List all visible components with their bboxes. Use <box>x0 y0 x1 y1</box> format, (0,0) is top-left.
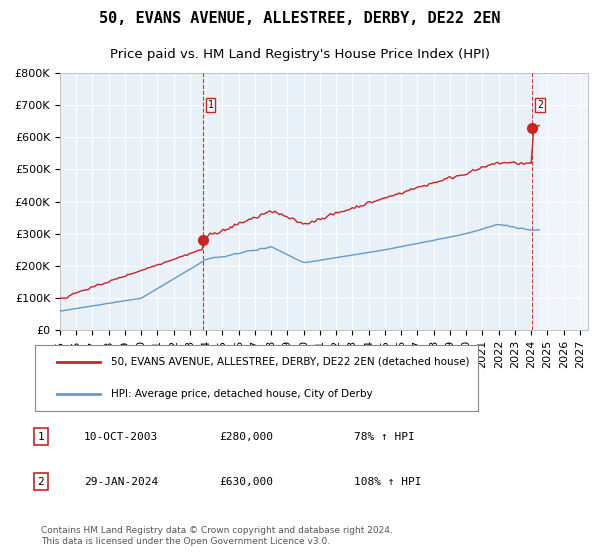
Text: £280,000: £280,000 <box>219 432 273 442</box>
Text: Price paid vs. HM Land Registry's House Price Index (HPI): Price paid vs. HM Land Registry's House … <box>110 48 490 61</box>
Text: 10-OCT-2003: 10-OCT-2003 <box>84 432 158 442</box>
Text: 108% ↑ HPI: 108% ↑ HPI <box>354 477 421 487</box>
Bar <box>539 73 588 330</box>
Text: 50, EVANS AVENUE, ALLESTREE, DERBY, DE22 2EN (detached house): 50, EVANS AVENUE, ALLESTREE, DERBY, DE22… <box>111 357 470 367</box>
Text: £630,000: £630,000 <box>219 477 273 487</box>
Text: 78% ↑ HPI: 78% ↑ HPI <box>354 432 415 442</box>
Text: Contains HM Land Registry data © Crown copyright and database right 2024.
This d: Contains HM Land Registry data © Crown c… <box>41 526 392 546</box>
Text: 2: 2 <box>538 100 543 110</box>
FancyBboxPatch shape <box>35 344 478 412</box>
Text: HPI: Average price, detached house, City of Derby: HPI: Average price, detached house, City… <box>111 389 373 399</box>
Text: 29-JAN-2024: 29-JAN-2024 <box>84 477 158 487</box>
Text: 1: 1 <box>37 432 44 442</box>
Text: 1: 1 <box>208 100 214 110</box>
Text: 2: 2 <box>37 477 44 487</box>
Text: 50, EVANS AVENUE, ALLESTREE, DERBY, DE22 2EN: 50, EVANS AVENUE, ALLESTREE, DERBY, DE22… <box>99 11 501 26</box>
